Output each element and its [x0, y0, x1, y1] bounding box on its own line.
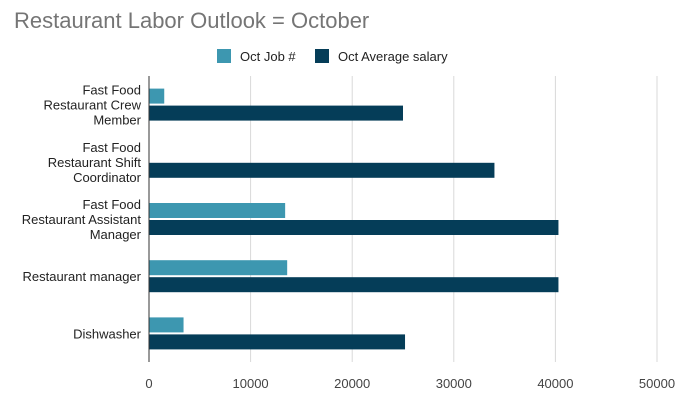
x-axis-tick-labels: 0 10000 20000 30000 40000 50000: [145, 376, 675, 391]
gridlines: [250, 76, 658, 362]
legend-swatch-job-count: [217, 49, 231, 63]
x-tick-label: 40000: [537, 376, 573, 391]
x-tick-label: 0: [145, 376, 152, 391]
bar-job-count: [149, 203, 286, 218]
chart-title: Restaurant Labor Outlook = October: [14, 8, 370, 33]
bar-job-count: [149, 317, 184, 333]
category-label: Restaurant manager: [22, 269, 141, 284]
category-labels: Fast Food Restaurant Crew Member Fast Food R…: [22, 83, 142, 342]
legend-swatch-average-salary: [315, 49, 329, 63]
bar-average-salary: [149, 162, 495, 178]
bar-average-salary: [149, 277, 559, 293]
bars: [149, 88, 559, 350]
bar-job-count: [149, 88, 165, 104]
category-label: Fast Food Restaurant Assistant Manager: [22, 197, 142, 242]
legend-label: Oct Average salary: [338, 49, 448, 64]
bar-average-salary: [149, 220, 559, 235]
x-tick-label: 30000: [436, 376, 472, 391]
category-label: Fast Food Restaurant Shift Coordinator: [48, 140, 142, 185]
bar-average-salary: [149, 105, 403, 121]
category-label: Fast Food Restaurant Crew Member: [43, 83, 141, 128]
x-tick-label: 20000: [334, 376, 370, 391]
x-tick-label: 10000: [233, 376, 269, 391]
bar-average-salary: [149, 334, 406, 350]
bar-job-count: [149, 260, 288, 276]
legend-label: Oct Job #: [240, 49, 296, 64]
x-tick-label: 50000: [639, 376, 675, 391]
legend: Oct Job # Oct Average salary: [217, 49, 448, 64]
category-label: Dishwasher: [73, 326, 142, 341]
